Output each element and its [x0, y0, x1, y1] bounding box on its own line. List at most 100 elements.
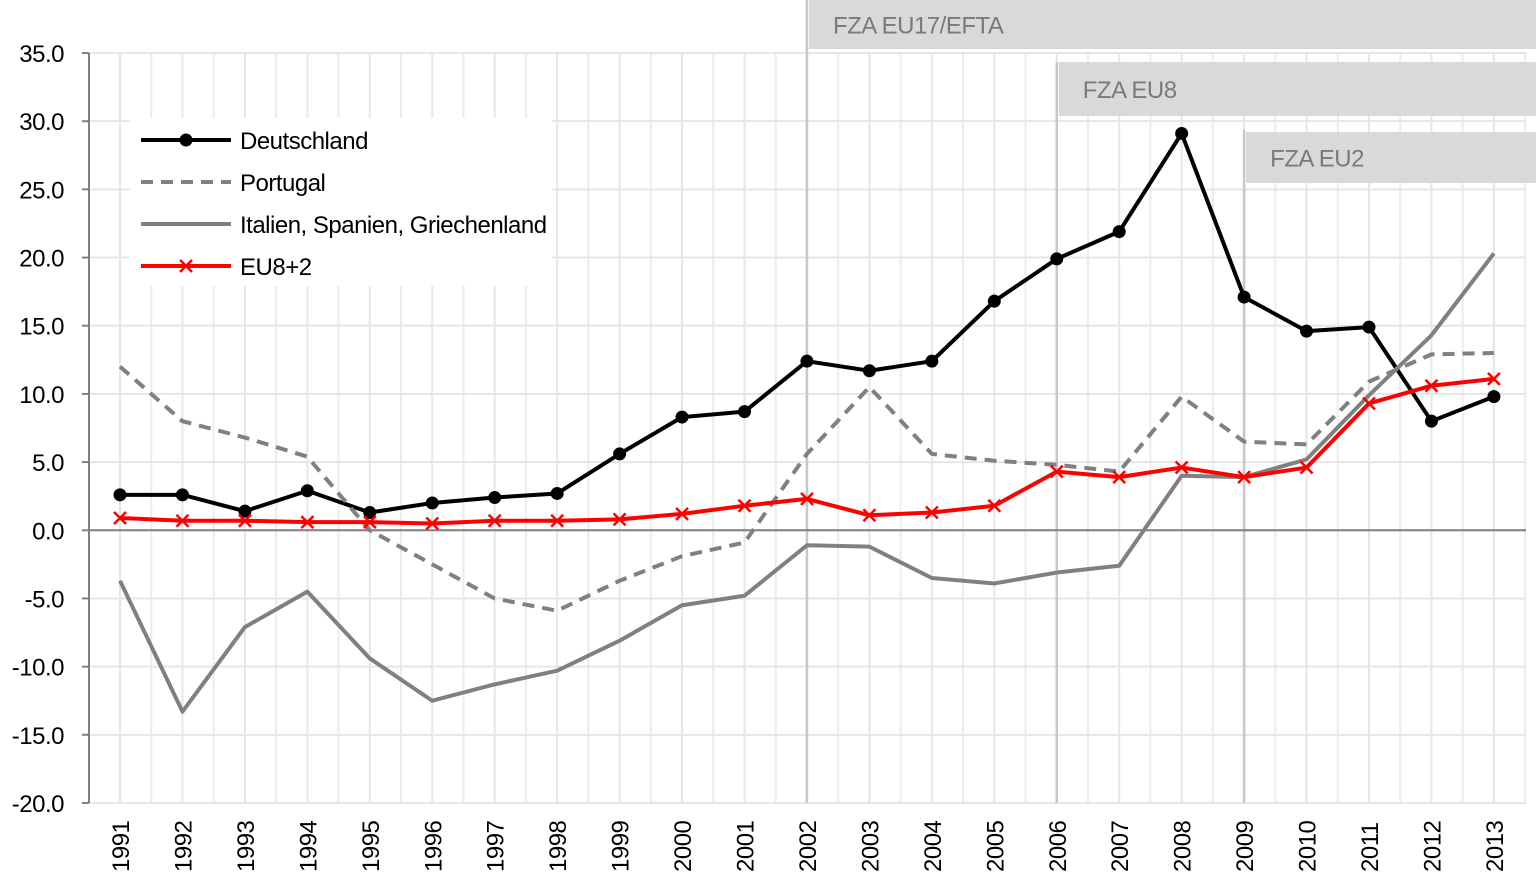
period-box [808, 0, 1536, 49]
data-point [675, 410, 689, 424]
y-tick-label: -15.0 [12, 723, 64, 750]
series-lines [113, 126, 1501, 714]
x-tick-label: 2006 [1045, 820, 1072, 872]
legend-marker [179, 259, 193, 273]
data-point [1424, 414, 1438, 428]
y-tick-label: 5.0 [32, 450, 64, 477]
data-point [737, 498, 752, 513]
y-tick-label: 30.0 [19, 109, 64, 136]
data-point [1112, 470, 1127, 484]
data-point [362, 515, 377, 529]
data-point [1050, 252, 1064, 266]
x-tick-label: 2002 [795, 820, 822, 872]
x-tick-label: 2011 [1357, 822, 1384, 872]
data-point [300, 484, 314, 498]
data-point [1424, 378, 1439, 393]
data-point [1049, 464, 1064, 479]
x-tick-label: 2013 [1482, 820, 1509, 872]
axes [88, 53, 1526, 803]
legend-label: Italien, Spanien, Griechenland [240, 212, 547, 239]
x-tick-label: 1995 [358, 820, 385, 872]
data-point [425, 516, 440, 531]
x-tick-label: 2003 [857, 820, 884, 872]
x-tick-label: 2001 [733, 820, 760, 872]
period-label: FZA EU17/EFTA [833, 13, 1004, 40]
legend-label: Deutschland [240, 128, 368, 155]
data-point [363, 506, 377, 520]
data-point [1237, 470, 1251, 484]
data-point [1300, 324, 1314, 338]
data-point [925, 354, 939, 368]
period-box [1246, 132, 1536, 183]
x-tick-label: 1991 [108, 820, 135, 872]
period-box [1058, 62, 1536, 116]
data-point [175, 513, 190, 528]
y-axis-ticks: 35.0 30.0 25.0 20.0 15.0 10.0 5.0 0.0 -5.0 -10.0 -… [12, 41, 89, 818]
data-point [800, 492, 814, 506]
x-tick-label: 1997 [483, 820, 510, 872]
data-point [800, 354, 814, 368]
data-point [1362, 320, 1376, 334]
x-tick-label: 1998 [545, 820, 572, 872]
data-point [1299, 460, 1314, 475]
data-point [613, 447, 627, 461]
period-label: FZA EU2 [1270, 146, 1364, 173]
x-tick-label: 1994 [295, 820, 322, 872]
data-point [550, 486, 564, 500]
data-point [924, 505, 939, 520]
data-point [1487, 390, 1501, 404]
x-tick-label: 2005 [982, 820, 1009, 872]
y-tick-label: -10.0 [12, 655, 64, 682]
series-line-2 [118, 252, 1496, 714]
legend-box [130, 118, 552, 286]
x-tick-label: 2012 [1419, 820, 1446, 872]
x-tick-label: 1992 [170, 820, 197, 872]
data-point [175, 488, 189, 502]
y-tick-label: 25.0 [19, 177, 64, 204]
series-line-1 [118, 351, 1494, 613]
data-point [862, 364, 876, 378]
data-point [1175, 126, 1189, 140]
data-point [675, 507, 689, 521]
y-tick-label: 10.0 [19, 382, 64, 409]
legend: Deutschland Portugal Italien, Spanien, Gri… [130, 118, 552, 286]
x-tick-label: 2008 [1170, 820, 1197, 872]
x-tick-label: 2010 [1295, 820, 1322, 872]
data-point [1174, 460, 1189, 475]
data-point [738, 405, 751, 419]
data-point [987, 498, 1002, 513]
data-point [987, 294, 1001, 308]
data-point [1487, 372, 1501, 386]
data-point [238, 513, 252, 528]
data-point [550, 513, 565, 528]
data-point [488, 491, 502, 505]
legend-label: EU8+2 [240, 254, 312, 281]
x-tick-label: 2009 [1232, 820, 1259, 872]
y-tick-label: 0.0 [32, 518, 64, 545]
period-label: FZA EU8 [1083, 77, 1177, 104]
data-point [1112, 225, 1126, 239]
y-tick-label: -5.0 [25, 586, 65, 613]
data-point [238, 504, 252, 518]
data-point [487, 513, 502, 528]
x-tick-label: 1996 [420, 820, 447, 872]
data-point [425, 496, 439, 510]
x-tick-label: 1999 [608, 820, 635, 872]
y-tick-label: 20.0 [19, 246, 64, 273]
data-point [1362, 396, 1376, 411]
period-annotations: FZA EU17/EFTA FZA EU8 FZA EU2 [805, 0, 1536, 803]
x-tick-label: 2007 [1107, 820, 1134, 872]
legend-label: Portugal [240, 170, 325, 197]
data-point [1237, 290, 1251, 304]
x-tick-label: 2004 [920, 820, 947, 872]
data-point [113, 488, 127, 502]
data-point [113, 511, 127, 525]
y-tick-label: 15.0 [19, 314, 64, 341]
data-point [862, 508, 877, 523]
y-tick-label: -20.0 [12, 791, 64, 818]
x-axis-ticks: 1991 1992 1993 1994 1995 1996 1997 1998 1999 2000… [108, 820, 1509, 872]
x-tick-label: 1993 [233, 820, 260, 872]
data-point [300, 515, 315, 529]
data-point [612, 512, 627, 527]
